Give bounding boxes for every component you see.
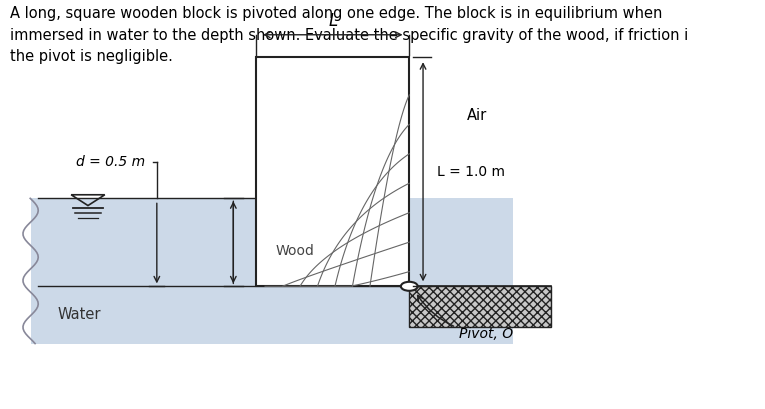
Bar	[256, 57, 409, 286]
Text: d = 0.5 m: d = 0.5 m	[76, 155, 145, 169]
Bar	[256, 198, 409, 344]
Text: L: L	[328, 12, 337, 30]
Bar	[31, 198, 513, 344]
Text: Pivot, O: Pivot, O	[418, 295, 513, 341]
Text: Wood: Wood	[275, 243, 314, 258]
Text: Water: Water	[57, 308, 101, 322]
Text: Air: Air	[467, 108, 487, 123]
Text: A long, square wooden block is pivoted along one edge. The block is in equilibri: A long, square wooden block is pivoted a…	[10, 6, 689, 64]
Bar	[409, 286, 551, 327]
Text: L = 1.0 m: L = 1.0 m	[437, 165, 505, 179]
Circle shape	[401, 282, 418, 291]
